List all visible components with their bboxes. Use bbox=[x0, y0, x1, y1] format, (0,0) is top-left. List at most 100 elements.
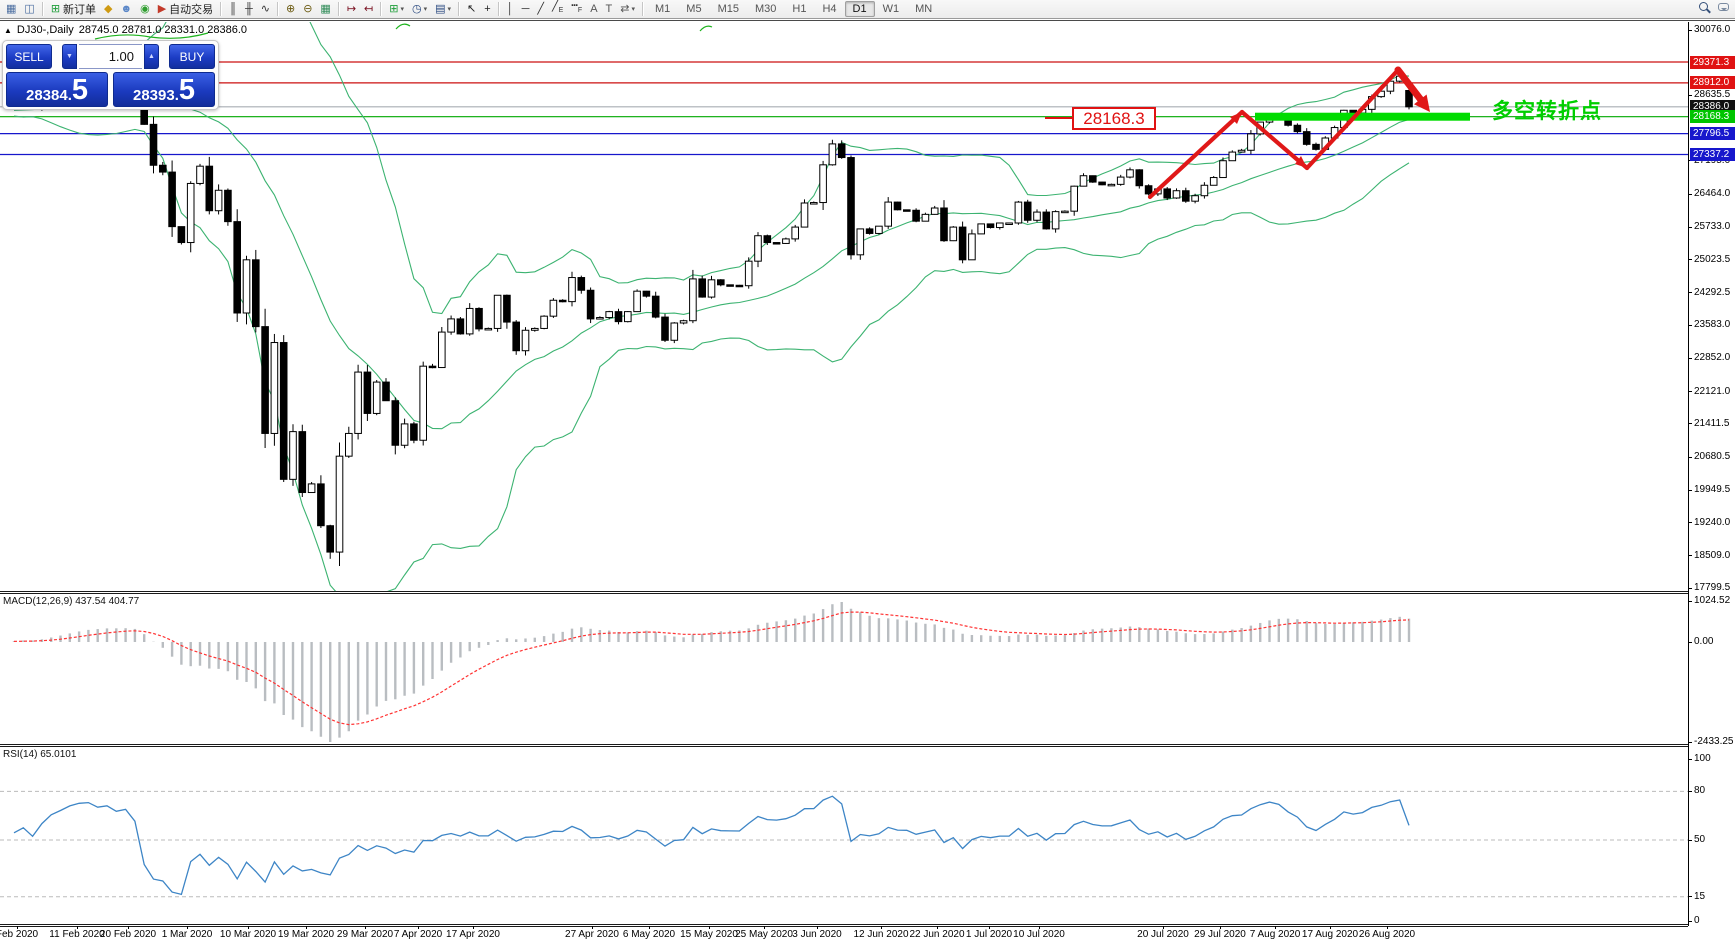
chart-shift-button[interactable]: ↤ bbox=[360, 1, 377, 17]
sell-button[interactable]: SELL bbox=[6, 44, 52, 69]
crosshair-button[interactable]: + bbox=[480, 1, 494, 17]
toolbar-separator bbox=[497, 2, 500, 16]
gold-button[interactable]: ◆ bbox=[100, 1, 116, 17]
panel-divider[interactable] bbox=[0, 926, 1688, 927]
text-button[interactable]: A bbox=[586, 1, 601, 17]
signals-button[interactable]: ◉ bbox=[136, 1, 154, 17]
chart-canvas[interactable] bbox=[0, 22, 1688, 926]
fibonacci-button[interactable]: ┅F bbox=[567, 0, 586, 17]
auto-scroll-button[interactable]: ↦ bbox=[343, 1, 360, 17]
date-tick-mark bbox=[649, 926, 650, 929]
community-button[interactable]: ☻ bbox=[117, 1, 137, 17]
arrows-tool-button[interactable]: ⇄ ▾ bbox=[616, 1, 639, 17]
price-tick-mark bbox=[1688, 357, 1692, 359]
price-tick-mark bbox=[1688, 456, 1692, 458]
collapse-panel-icon[interactable]: ▲ bbox=[4, 25, 12, 35]
date-tick-label: 29 Jul 2020 bbox=[1194, 929, 1246, 940]
zoom-out-button[interactable]: ⊖ bbox=[299, 1, 316, 17]
timeframe-m30-button[interactable]: M30 bbox=[754, 3, 777, 15]
community-icon: ☻ bbox=[120, 3, 133, 15]
autotrading-button[interactable]: ▶ 自动交易 bbox=[154, 1, 217, 17]
sell-price-tile[interactable]: 28384. 5 bbox=[6, 72, 108, 107]
price-tick-label: 24292.5 bbox=[1694, 286, 1731, 298]
timeframe-m15-button[interactable]: M15 bbox=[717, 3, 739, 15]
market-watch-button[interactable]: ▦ bbox=[2, 1, 20, 17]
timeframe-m5-button[interactable]: M5 bbox=[686, 3, 702, 15]
line-chart-button[interactable]: ∿ bbox=[257, 1, 274, 17]
price-tick-mark bbox=[1688, 522, 1692, 524]
trendline-button[interactable]: ╱ bbox=[533, 1, 548, 17]
price-tick-mark bbox=[1688, 226, 1692, 228]
date-tick-mark bbox=[1220, 926, 1221, 929]
zoom-in-button[interactable]: ⊕ bbox=[282, 1, 299, 17]
price-tick-mark bbox=[1688, 587, 1692, 589]
volume-increase-button[interactable]: ▲ bbox=[144, 44, 159, 69]
bar-chart-button[interactable]: ║ bbox=[225, 1, 241, 17]
timeframe-m1-button[interactable]: M1 bbox=[655, 3, 671, 15]
price-tick-mark bbox=[1688, 489, 1692, 491]
volume-input[interactable] bbox=[79, 44, 142, 69]
rsi-indicator-label: RSI(14) 65.0101 bbox=[3, 749, 77, 760]
text-label-button[interactable]: T bbox=[602, 1, 617, 17]
vertical-line-button[interactable]: │ bbox=[503, 1, 518, 17]
panel-divider[interactable] bbox=[0, 593, 1688, 594]
callout-leader-line bbox=[1045, 117, 1072, 119]
tile-windows-button[interactable]: ▦ bbox=[316, 1, 334, 17]
data-window-button[interactable]: ◫ bbox=[20, 1, 38, 17]
cursor-button[interactable]: ↖ bbox=[463, 1, 480, 17]
templates-button[interactable]: ▤ ▾ bbox=[431, 1, 455, 17]
date-tick-mark bbox=[937, 926, 938, 929]
volume-decrease-button[interactable]: ▼ bbox=[62, 44, 77, 69]
search-icon[interactable] bbox=[1699, 2, 1708, 11]
rsi-axis-label: 100 bbox=[1694, 753, 1711, 764]
price-level-badge: 27796.5 bbox=[1690, 127, 1735, 141]
toolbar-separator bbox=[337, 2, 340, 16]
candlestick-chart-icon: ╫ bbox=[244, 3, 253, 15]
new-order-icon: ⊞ bbox=[50, 3, 61, 15]
buy-button[interactable]: BUY bbox=[169, 44, 215, 69]
price-tick-label: 20680.5 bbox=[1694, 451, 1731, 463]
zoom-in-icon: ⊕ bbox=[285, 3, 296, 15]
price-level-badge: 27337.2 bbox=[1690, 147, 1735, 161]
toolbar-separator bbox=[276, 2, 279, 16]
price-tick-label: 30076.0 bbox=[1694, 24, 1731, 35]
vertical-line-icon: │ bbox=[506, 3, 514, 15]
timeframe-d1-button[interactable]: D1 bbox=[844, 1, 875, 17]
ohlc-values: 28745.0 28781.0 28331.0 28386.0 bbox=[78, 24, 247, 36]
macd-axis-label: 0.00 bbox=[1694, 636, 1714, 647]
date-tick-label: 22 Jun 2020 bbox=[909, 929, 965, 940]
timeframe-mn-button[interactable]: MN bbox=[915, 3, 933, 15]
turning-point-annotation[interactable]: 多空转折点 bbox=[1492, 100, 1602, 123]
timeframe-w1-button[interactable]: W1 bbox=[882, 3, 900, 15]
timeframe-toolbar: M1 M5 M15 M30 H1 H4 D1 W1 MN bbox=[647, 1, 940, 18]
date-tick-label: 6 May 2020 bbox=[622, 929, 676, 940]
price-level-callout[interactable]: 28168.3 bbox=[1072, 107, 1156, 130]
period-select-button[interactable]: ◷ ▾ bbox=[408, 1, 431, 17]
timeframe-h4-button[interactable]: H4 bbox=[822, 3, 837, 15]
equidistant-channel-button[interactable]: ╱E bbox=[548, 0, 567, 17]
date-tick-mark bbox=[1275, 926, 1276, 929]
panel-divider[interactable] bbox=[0, 746, 1688, 747]
candlestick-chart-button[interactable]: ╫ bbox=[241, 1, 257, 17]
buy-price-tile[interactable]: 28393. 5 bbox=[113, 72, 215, 107]
panel-divider[interactable] bbox=[0, 591, 1688, 592]
panel-divider[interactable] bbox=[0, 744, 1688, 745]
price-tick-label: 19240.0 bbox=[1694, 516, 1731, 528]
auto-scroll-icon: ↦ bbox=[346, 3, 357, 15]
new-order-button[interactable]: ⊞ 新订单 bbox=[47, 1, 100, 17]
trendline-icon: ╱ bbox=[537, 3, 544, 15]
sell-price: 28384 bbox=[25, 87, 68, 104]
price-tick-label: 25023.5 bbox=[1694, 253, 1731, 265]
market-watch-icon: ▦ bbox=[6, 3, 17, 15]
toolbar-separator bbox=[380, 2, 383, 16]
panel-divider[interactable] bbox=[0, 924, 1688, 925]
rsi-axis-label: 80 bbox=[1694, 785, 1706, 797]
rsi-axis-label: 15 bbox=[1694, 890, 1706, 902]
chat-icon[interactable] bbox=[1718, 2, 1729, 11]
dropdown-caret-icon: ▾ bbox=[400, 6, 404, 13]
date-tick-mark bbox=[989, 926, 990, 929]
timeframe-h1-button[interactable]: H1 bbox=[792, 3, 807, 15]
new-chart-button[interactable]: ⊞ ▾ bbox=[385, 1, 408, 17]
horizontal-line-button[interactable]: ─ bbox=[518, 1, 534, 17]
